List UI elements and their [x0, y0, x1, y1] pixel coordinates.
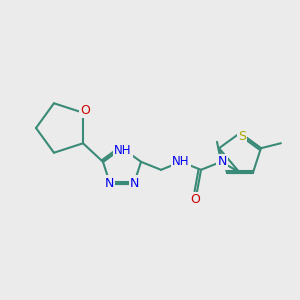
Text: O: O — [80, 104, 90, 117]
Text: N: N — [105, 177, 114, 190]
Text: S: S — [238, 130, 246, 143]
Text: N: N — [217, 155, 227, 168]
Text: NH: NH — [114, 143, 132, 157]
Text: O: O — [190, 193, 200, 206]
Text: N: N — [130, 177, 140, 190]
Text: NH: NH — [172, 155, 190, 168]
